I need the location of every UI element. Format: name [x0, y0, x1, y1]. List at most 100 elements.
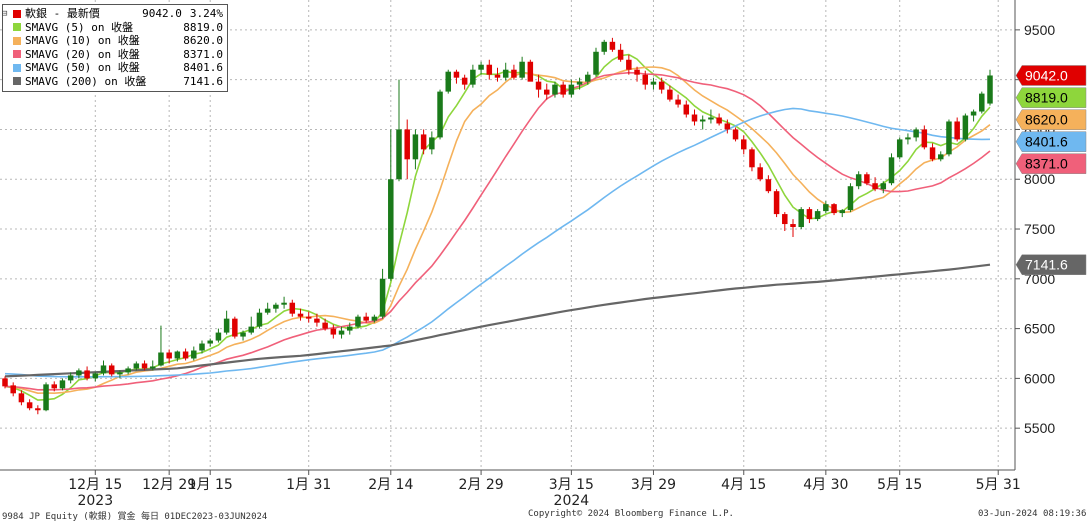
candle-body — [938, 154, 944, 160]
legend-swatch — [13, 77, 21, 86]
x-tick-label: 4月 15 — [721, 477, 766, 493]
candle-body — [782, 214, 788, 225]
y-tick-label: 6000 — [1024, 370, 1055, 386]
candle-body — [322, 322, 328, 329]
candle-body — [248, 326, 254, 333]
candle-body — [470, 69, 476, 85]
candle-body — [412, 134, 419, 160]
legend-swatch — [13, 63, 21, 72]
candle-body — [289, 302, 296, 314]
legend-change: 3.24% — [189, 7, 223, 20]
candle-body — [724, 123, 731, 130]
x-tick-label: 2月 29 — [458, 477, 503, 493]
candle-body — [18, 393, 25, 403]
price-tag-8401.6 — [1015, 131, 1087, 152]
candle-body — [970, 111, 977, 116]
legend-label: SMAVG (20) on 收盤 — [25, 47, 140, 61]
candle-body — [59, 380, 66, 389]
footer-timestamp: 03-Jun-2024 08:19:36 — [978, 509, 1087, 519]
y-tick-label: 5500 — [1024, 420, 1055, 436]
x-tick-label: 2月 14 — [368, 477, 413, 493]
candle-body — [675, 99, 681, 105]
candle-body — [478, 64, 484, 70]
candle-body — [43, 384, 49, 411]
legend-value: 8620.0 — [183, 34, 223, 47]
x-tick-label: 1月 31 — [286, 477, 331, 493]
legend-label: SMAVG (5) on 收盤 — [25, 20, 134, 34]
candle-body — [420, 134, 427, 150]
x-tick-label: 5月 31 — [976, 477, 1021, 493]
legend-row-0: SMAVG (5) on 收盤 8819.0 — [7, 21, 223, 35]
candle-body — [207, 340, 213, 344]
candle-body — [847, 186, 854, 211]
candle-body — [297, 313, 304, 317]
x-tick-label: 3月 15 — [549, 477, 594, 493]
candle-body — [264, 308, 271, 313]
y-tick-label: 8000 — [1024, 171, 1055, 187]
candle-body — [223, 318, 230, 333]
price-tag-9042.0 — [1015, 65, 1087, 86]
legend-row-price: 軟銀 - 最新價 9042.0 3.24% — [7, 7, 223, 21]
candle-body — [527, 61, 534, 82]
footer-copyright: Copyright© 2024 Bloomberg Finance L.P. — [528, 509, 734, 519]
candle-body — [437, 91, 443, 138]
candle-body — [502, 69, 509, 78]
candle-body — [979, 93, 985, 112]
candle-body — [699, 119, 706, 122]
candle-body — [749, 149, 755, 168]
candle-body — [601, 41, 607, 52]
candle-body — [182, 351, 189, 359]
candle-body — [35, 408, 41, 411]
candle-body — [117, 372, 123, 375]
price-tag-8620.0 — [1015, 109, 1087, 130]
candle-body — [461, 77, 468, 85]
candle-body — [519, 61, 525, 78]
candle-body — [76, 370, 82, 376]
ma-line-20 — [4, 71, 991, 391]
candle-body — [174, 351, 181, 359]
x-tick-year-label: 2024 — [554, 493, 590, 509]
candle-body — [790, 224, 796, 228]
candle-body — [593, 51, 599, 75]
candle-body — [839, 210, 845, 214]
legend-value: 8819.0 — [183, 20, 223, 34]
candle-body — [872, 183, 878, 190]
legend-value: 7141.6 — [183, 74, 223, 88]
candle-body — [100, 365, 107, 374]
candle-body — [831, 204, 837, 214]
legend-row-3: SMAVG (50) on 收盤 8401.6 — [7, 61, 223, 75]
candle-body — [494, 74, 501, 78]
candle-body — [338, 330, 345, 335]
candle-body — [84, 370, 90, 379]
x-tick-year-label: 2023 — [77, 493, 113, 509]
chart-legend[interactable]: ⊟ 軟銀 - 最新價 9042.0 3.24% SMAVG (5) on 收盤 8… — [2, 4, 228, 92]
candle-body — [305, 316, 312, 319]
ma-line-50 — [4, 107, 991, 378]
candle-body — [708, 117, 714, 120]
ma-line-200 — [4, 263, 991, 378]
legend-row-1: SMAVG (10) on 收盤 8620.0 — [7, 34, 223, 48]
x-tick-label: 12月 29 — [142, 477, 196, 493]
candle-body — [314, 318, 320, 323]
candle-body — [67, 375, 74, 381]
legend-row-4: SMAVG (200) on 收盤 7141.6 — [7, 75, 223, 89]
price-tag-label: 8819.0 — [1025, 90, 1068, 106]
legend-label: SMAVG (200) on 收盤 — [25, 74, 147, 88]
legend-collapse-icon[interactable]: ⊟ — [2, 9, 8, 19]
candle-body — [823, 204, 829, 212]
candle-body — [552, 84, 558, 95]
candle-body — [642, 74, 648, 85]
price-tag-label: 8401.6 — [1025, 134, 1068, 150]
candle-body — [634, 69, 640, 75]
candle-body — [921, 129, 928, 148]
candlesticks — [2, 37, 993, 415]
footer-ticker-info: 9984 JP Equity (軟銀) 賞金 每日 01DEC2023-03JU… — [2, 512, 268, 522]
candle-body — [905, 137, 911, 140]
candle-body — [445, 71, 451, 92]
candle-body — [371, 316, 378, 321]
candle-body — [576, 81, 583, 85]
legend-value: 9042.0 — [142, 7, 182, 20]
candle-body — [773, 191, 780, 215]
candle-body — [404, 129, 410, 160]
